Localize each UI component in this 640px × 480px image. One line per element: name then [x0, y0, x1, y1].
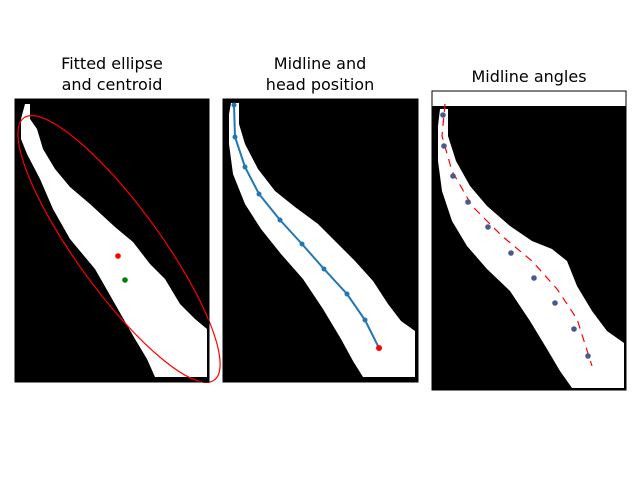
angle-point: [552, 300, 558, 306]
panel-2-title-line-1: Midline and: [273, 54, 367, 73]
midline-point: [277, 217, 283, 223]
worm-mask: [438, 109, 624, 388]
angle-point: [450, 173, 456, 179]
midline-panel: [222, 98, 419, 383]
midline-panel-frame: [222, 98, 419, 383]
ellipse-center-point: [115, 253, 121, 259]
worm-mask: [21, 104, 207, 377]
angle-points: [440, 112, 591, 359]
midline-point: [299, 241, 305, 247]
head-position-point: [376, 345, 382, 351]
angles-panel: [431, 90, 627, 391]
midline-point: [321, 266, 327, 272]
panel-1-title-line-1: Fitted ellipse: [61, 54, 163, 73]
midline-point: [256, 191, 262, 197]
angles-panel-top-strip: [432, 91, 626, 106]
panel-1-title-line-2: and centroid: [61, 75, 163, 94]
ellipse-panel-frame: [14, 98, 210, 383]
panel-1-title: Fitted ellipse and centroid: [12, 53, 212, 95]
panel-2-title: Midline and head position: [220, 53, 420, 95]
angle-point: [508, 250, 514, 256]
centroid-point: [122, 277, 128, 283]
midline-points: [231, 102, 368, 323]
worm-mask: [229, 103, 415, 377]
midline-point: [232, 134, 238, 140]
midline-point: [242, 164, 248, 170]
panel-3-title-line-1: Midline angles: [471, 67, 587, 86]
midline-point: [231, 102, 237, 108]
angle-point: [465, 199, 471, 205]
angle-point: [485, 224, 491, 230]
ellipse-panel: [14, 98, 221, 383]
midline-point: [362, 317, 368, 323]
midline-curve: [233, 104, 380, 349]
midline-point: [344, 291, 350, 297]
angle-point: [441, 143, 447, 149]
angle-point: [440, 112, 446, 118]
angle-point: [531, 275, 537, 281]
angle-point: [571, 326, 577, 332]
angles-panel-frame: [431, 90, 627, 391]
fitted-ellipse: [17, 115, 221, 383]
panel-3-title: Midline angles: [429, 66, 629, 87]
angle-point: [585, 353, 591, 359]
panel-2-title-line-2: head position: [265, 75, 375, 94]
